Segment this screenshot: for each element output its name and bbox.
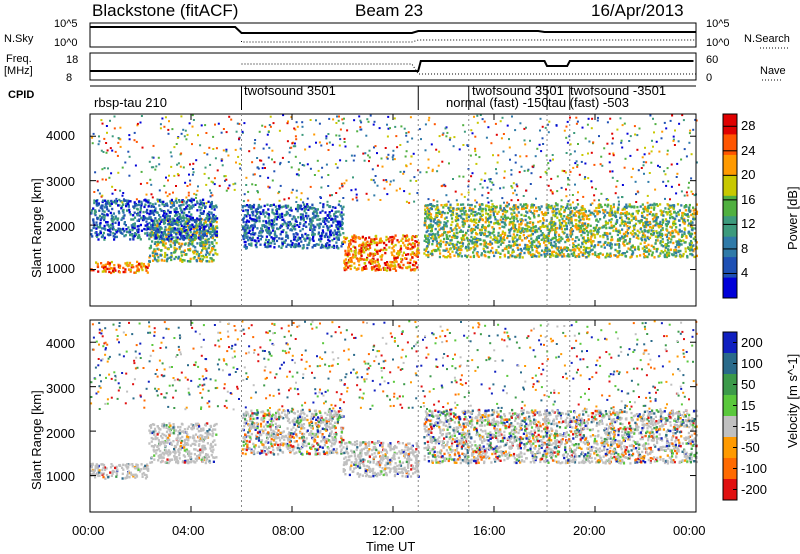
freq-tick-top: 18 xyxy=(66,54,79,66)
freq-unit-label: [MHz] xyxy=(4,65,33,77)
nave-tick-bottom: 0 xyxy=(706,72,713,84)
cpid-mode-label: rbsp-tau 210 xyxy=(94,95,167,110)
x-tick: 12:00 xyxy=(372,523,405,538)
cpid-mode-label: normal (fast) -150 xyxy=(446,95,549,110)
cpid-mode-label: tau (fast) -503 xyxy=(548,95,629,110)
freq-tick-bottom: 8 xyxy=(66,72,73,84)
nsearch-tick-top: 10^5 xyxy=(706,18,730,30)
cpid-mode-label: twofsound 3501 xyxy=(472,83,564,98)
freq-line xyxy=(90,60,694,72)
velocity-colorbar-tick-label: 15 xyxy=(741,397,756,413)
velocity-colorbar-segment xyxy=(723,458,737,480)
beam-label: Beam 23 xyxy=(355,1,424,20)
power-colorbar-segment xyxy=(723,154,737,176)
cpid-label: CPID xyxy=(8,89,35,101)
velocity-ytick: 2000 xyxy=(46,426,75,441)
power-colorbar-tick-label: 8 xyxy=(741,240,749,256)
power-colorbar-tick-label: 24 xyxy=(741,142,756,158)
velocity-ytick: 3000 xyxy=(46,381,75,396)
velocity-colorbar-segment xyxy=(723,332,737,354)
velocity-colorbar-tick-label: -15 xyxy=(741,418,760,434)
power-colorbar-frame xyxy=(722,113,738,299)
velocity-colorbar-segment xyxy=(723,353,737,375)
power-ylabel: Slant Range [km] xyxy=(29,178,44,278)
freq-panel xyxy=(89,52,697,81)
velocity-colorbar-tick-label: -200 xyxy=(741,481,768,497)
velocity-colorbar-segment xyxy=(723,374,737,396)
x-tick: 20:00 xyxy=(573,523,606,538)
power-colorbar-tick-label: 28 xyxy=(741,118,756,134)
velocity-colorbar-tick-label: 50 xyxy=(741,376,756,392)
power-ytick: 4000 xyxy=(46,128,75,143)
velocity-colorbar-segment xyxy=(723,437,737,459)
cpid-mode-label: twofsound 3501 xyxy=(244,83,336,98)
power-colorbar-tick-label: 4 xyxy=(741,265,749,281)
nsky-tick-top: 10^5 xyxy=(54,18,78,30)
power-colorbar-segment xyxy=(723,216,737,238)
power-colorbar-segment xyxy=(723,175,737,197)
power-colorbar-tick-label: 20 xyxy=(741,167,756,183)
velocity-colorbar-tick-label: 200 xyxy=(741,334,763,350)
nave-tick-top: 60 xyxy=(706,54,719,66)
nsearch-tick-bottom: 10^0 xyxy=(706,37,730,49)
power-ytick: 1000 xyxy=(46,261,75,276)
power-colorbar-segment xyxy=(723,195,737,217)
power-data-cells xyxy=(90,114,699,275)
nsearch-line xyxy=(241,39,696,43)
nsky-line xyxy=(90,26,696,34)
nsearch-label: N.Search xyxy=(744,33,790,45)
nsky-tick-bottom: 10^0 xyxy=(54,37,78,49)
velocity-colorbar-tick-label: 100 xyxy=(741,355,763,371)
velocity-ytick: 4000 xyxy=(46,336,75,351)
velocity-colorbar-tick-label: -100 xyxy=(741,460,768,476)
velocity-colorbar-segment xyxy=(723,416,737,438)
power-colorbar-tick-label: 16 xyxy=(741,191,756,207)
x-tick: 04:00 xyxy=(172,523,205,538)
nave-label: Nave xyxy=(760,65,786,77)
x-tick: 00:00 xyxy=(673,523,706,538)
velocity-colorbar-segment xyxy=(723,395,737,417)
velocity-data-cells xyxy=(90,320,699,480)
x-tick: 08:00 xyxy=(272,523,305,538)
x-tick: 00:00 xyxy=(72,523,105,538)
power-colorbar-segment xyxy=(723,236,737,258)
nsky-panel xyxy=(89,22,697,48)
x-axis-label: Time UT xyxy=(366,539,416,554)
station-title: Blackstone (fitACF) xyxy=(92,1,239,20)
freq-label: Freq. xyxy=(6,53,32,65)
velocity-colorbar-tick-label: -50 xyxy=(741,439,760,455)
power-colorbar-tick-label: 12 xyxy=(741,216,756,232)
power-colorbar-segment xyxy=(723,257,737,278)
nsky-label: N.Sky xyxy=(4,33,34,45)
velocity-ytick: 1000 xyxy=(46,469,75,484)
power-ytick: 3000 xyxy=(46,174,75,189)
date-label: 16/Apr/2013 xyxy=(591,1,684,20)
velocity-colorbar-label: Velocity [m s^-1] xyxy=(785,353,800,448)
power-colorbar-segment xyxy=(723,134,737,156)
power-colorbar-label: Power [dB] xyxy=(785,186,800,250)
nave-line xyxy=(241,63,696,75)
power-colorbar-segment xyxy=(723,114,737,135)
cpid-mode-label: twofsound -3501 xyxy=(570,83,667,98)
power-colorbar-segment xyxy=(723,277,737,299)
power-ytick: 2000 xyxy=(46,219,75,234)
velocity-ylabel: Slant Range [km] xyxy=(29,390,44,490)
velocity-colorbar-frame xyxy=(722,331,738,501)
velocity-colorbar-segment xyxy=(723,479,737,501)
x-tick: 16:00 xyxy=(473,523,506,538)
